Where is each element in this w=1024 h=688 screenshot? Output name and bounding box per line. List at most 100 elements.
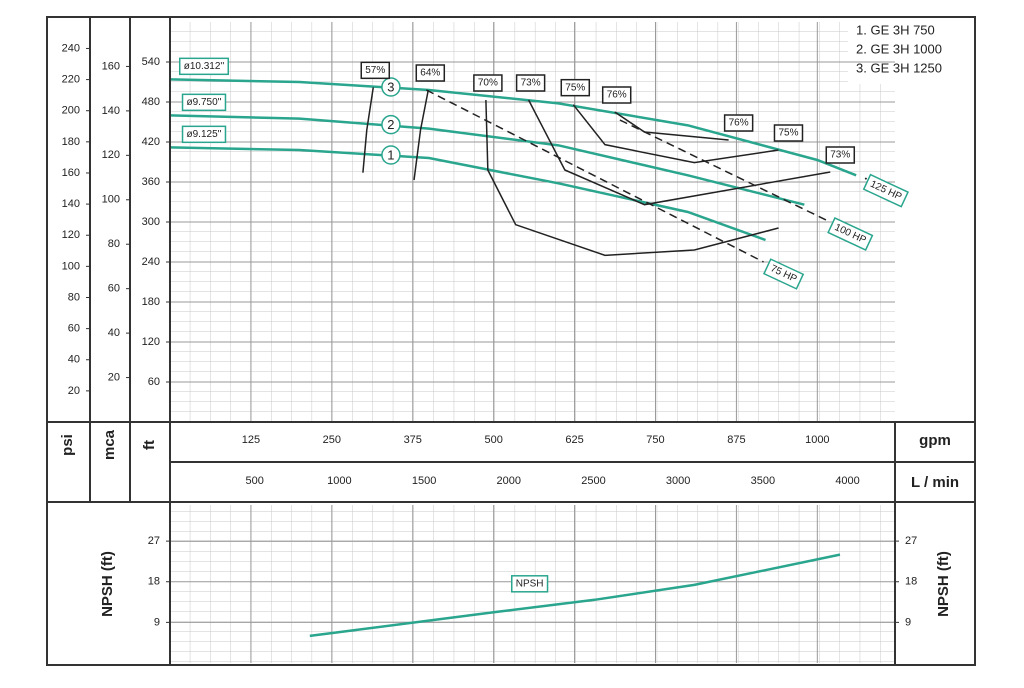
curve-label-box — [415, 64, 446, 82]
x2-tick-label: 2000 — [497, 475, 521, 487]
curve-label-text: 70% — [478, 78, 498, 89]
curve-label-text: 75% — [778, 128, 798, 139]
curve-label: ø9.125'' — [181, 125, 227, 144]
axis-label: NPSH (ft) — [99, 551, 116, 617]
curve-label: NPSH — [510, 575, 549, 593]
axis-label: mca — [101, 429, 118, 460]
x-tick-label: 1000 — [805, 434, 829, 446]
curve-label-text: ø10.312'' — [184, 61, 225, 72]
curve-label-box — [825, 146, 856, 164]
curve-label: 70% — [473, 74, 503, 92]
curve-label: 73% — [825, 146, 856, 164]
y-tick-label: 40 — [108, 327, 120, 339]
curve — [169, 146, 766, 242]
legend-entry: 2. GE 3H 1000 — [856, 41, 942, 56]
efficiency-curve — [413, 89, 430, 181]
curve-label: 73% — [515, 74, 546, 92]
y-tick-label: 480 — [142, 96, 160, 108]
curve-label: 57% — [360, 61, 391, 80]
x2-tick-label: 500 — [246, 475, 264, 487]
efficiency-curve — [485, 99, 779, 257]
curve-label-box — [773, 124, 804, 142]
curve-label: 75% — [773, 124, 804, 142]
x2-tick-label: 1000 — [327, 475, 351, 487]
legend-entry: 3. GE 3H 1250 — [856, 60, 942, 75]
y-tick-label: 60 — [68, 323, 80, 335]
y-tick-label: 180 — [62, 136, 80, 148]
curve-label-box — [360, 61, 391, 80]
x-tick-label: 375 — [404, 434, 422, 446]
y-tick-label: 360 — [142, 176, 160, 188]
curve-label-box — [560, 78, 591, 97]
x-tick-label: 250 — [323, 434, 341, 446]
y-tick-label: 160 — [62, 167, 80, 179]
curve-label: 76% — [723, 114, 754, 132]
curve-label: 75 HP — [762, 258, 805, 290]
y-tick-label: 80 — [68, 291, 80, 303]
curve-label-box — [601, 86, 632, 104]
curve-label-box — [827, 217, 874, 251]
y-tick-label: 120 — [102, 149, 120, 161]
curve-label: 100 HP — [827, 217, 874, 251]
y-tick-label: 18 — [148, 576, 160, 588]
y-tick-label: 9 — [905, 616, 911, 628]
curve-number-circle — [381, 114, 401, 135]
y-tick-label: 240 — [62, 42, 80, 54]
curve-label: ø9.750'' — [181, 93, 227, 112]
curve-label: 75% — [560, 78, 591, 97]
x2-tick-label: 4000 — [835, 475, 859, 487]
axis-label: NPSH (ft) — [935, 551, 952, 617]
curve-label-box — [181, 125, 227, 144]
curve-label-text: 64% — [420, 68, 440, 79]
curve-label-text: NPSH — [516, 578, 544, 589]
power-line — [425, 89, 764, 263]
efficiency-curve — [527, 99, 831, 206]
curve-label-text: 73% — [830, 150, 850, 161]
x2-tick-label: 3500 — [751, 475, 775, 487]
x2-tick-label: 2500 — [581, 475, 605, 487]
y-tick-label: 220 — [62, 73, 80, 85]
legend-box — [848, 20, 972, 84]
curve-label-box — [515, 74, 546, 92]
x-tick-label: 500 — [484, 434, 502, 446]
y-tick-label: 40 — [68, 354, 80, 366]
curve-number-circle — [381, 77, 401, 97]
curve-number-circle — [381, 145, 401, 165]
curve — [309, 553, 841, 638]
axis-label: psi — [59, 434, 76, 456]
curve-label-box — [862, 173, 909, 208]
efficiency-curve — [572, 104, 779, 164]
y-tick-label: 9 — [154, 616, 160, 628]
curve-label-box — [723, 114, 754, 132]
curve-label-text: 75% — [565, 82, 585, 93]
curve-label-text: 73% — [521, 78, 541, 89]
y-tick-label: 140 — [62, 198, 80, 210]
y-tick-label: 300 — [142, 216, 160, 228]
y-tick-label: 240 — [142, 256, 160, 268]
curve-label-box — [473, 74, 503, 92]
curve-label-text: ø9.750'' — [187, 97, 222, 108]
legend-entry: 1. GE 3H 750 — [856, 22, 935, 37]
curve-label-box — [178, 57, 230, 76]
y-tick-label: 200 — [62, 105, 80, 117]
x2-tick-label: 3000 — [666, 475, 690, 487]
curve-number: 2 — [387, 117, 394, 132]
y-tick-label: 540 — [142, 56, 160, 68]
curve-label: 64% — [415, 64, 446, 82]
y-tick-label: 140 — [102, 105, 120, 117]
curve-label-text: 57% — [365, 65, 385, 76]
y-tick-label: 18 — [905, 576, 917, 588]
x-tick-label: 750 — [646, 434, 664, 446]
y-tick-label: 100 — [62, 260, 80, 272]
curve-label-text: 76% — [729, 118, 749, 129]
frame — [46, 16, 976, 666]
curve-label-text: ø9.125'' — [187, 129, 222, 140]
axis-label: ft — [141, 440, 158, 450]
x-tick-label: 125 — [242, 434, 260, 446]
axis-label: L / min — [911, 474, 959, 491]
y-tick-label: 100 — [102, 194, 120, 206]
curve-label: ø10.312'' — [178, 57, 230, 76]
y-tick-label: 180 — [142, 296, 160, 308]
